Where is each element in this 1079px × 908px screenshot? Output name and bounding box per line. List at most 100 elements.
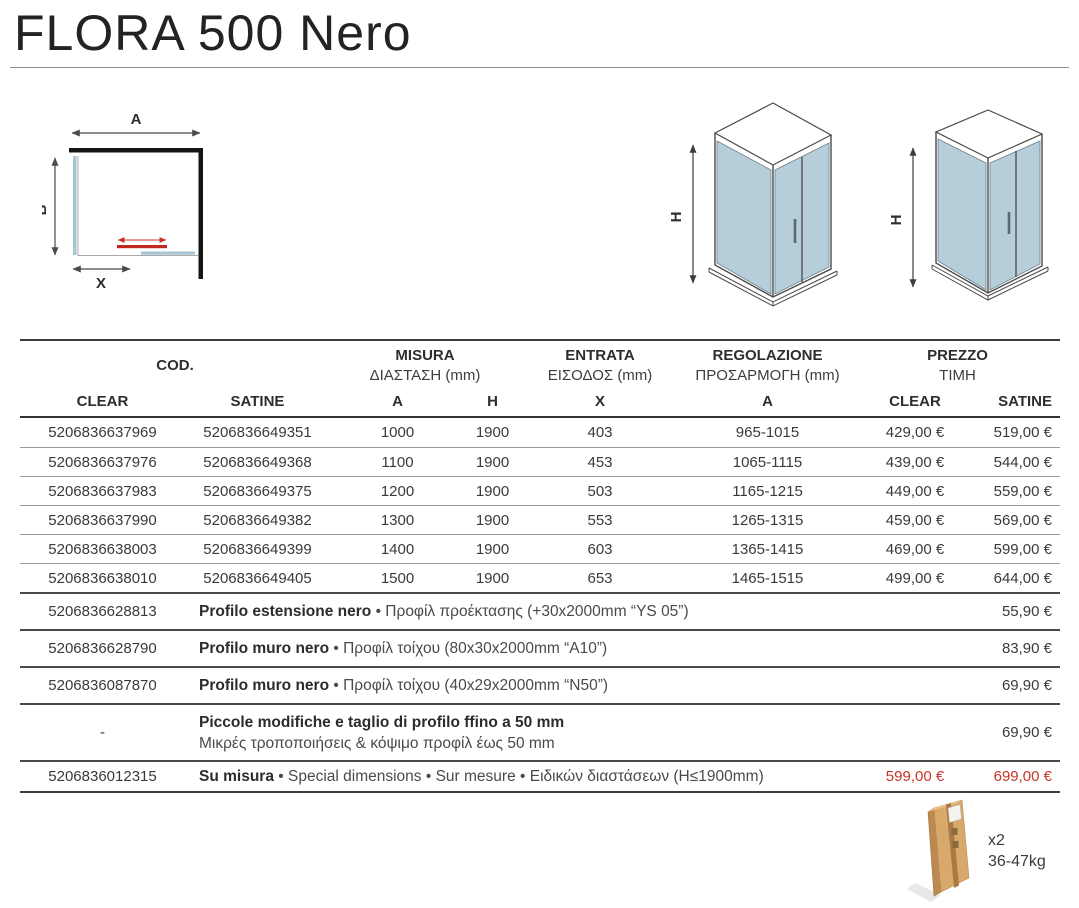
cell-price: 69,90 € — [1001, 677, 1052, 694]
custom-size-name: Su misura — [199, 767, 274, 785]
package-quantity: x2 — [988, 832, 1005, 849]
cell-price-satine: 544,00 € — [993, 453, 1052, 471]
cell-clear-code: 5206836637983 — [48, 482, 157, 500]
cell-satine-code: 5206836649405 — [203, 569, 312, 587]
custom-size-row: 5206836012315 Su misura • Special dimens… — [20, 760, 1060, 793]
shower-tray — [931, 264, 1049, 301]
cell-regulation: 1065-1115 — [732, 453, 803, 471]
cell-code: 5206836012315 — [48, 768, 157, 785]
pricing-table: COD. MISURA ΔΙΑΣΤΑΣΗ (mm) ENTRATA ΕΙΣΟΔΟ… — [20, 339, 1060, 793]
header-misura: MISURA ΔΙΑΣΤΑΣΗ (mm) — [369, 347, 481, 384]
cell-clear-code: 5206836637969 — [48, 424, 157, 441]
dimension-label-h-left: H — [668, 212, 685, 223]
cell-price: 83,90 € — [1001, 640, 1052, 657]
package-mark-2 — [952, 841, 959, 848]
left-glass-panel — [716, 140, 772, 295]
plan-top-wall — [69, 148, 203, 153]
cell-a: 1000 — [380, 424, 415, 441]
cell-price-satine: 699,00 € — [993, 768, 1052, 785]
col-clear-code: CLEAR — [76, 393, 129, 410]
accessory-name: Profilo muro nero — [199, 676, 330, 694]
cell-description: Su misura • Special dimensions • Sur mes… — [185, 768, 855, 786]
accessory-name: Profilo muro nero — [199, 639, 330, 657]
front-glass-panel — [989, 140, 1041, 291]
iso-enclosure-left-diagram: H — [668, 102, 838, 307]
accessory-row: 5206836087870 Profilo muro nero • Προφίλ… — [20, 666, 1060, 703]
dimension-label-b: B — [42, 204, 50, 215]
cell-price-clear: 439,00 € — [885, 453, 945, 471]
cell-satine-code: 5206836649375 — [203, 482, 312, 500]
col-a: A — [392, 393, 403, 410]
plan-view-diagram: A B X — [42, 111, 203, 292]
cell-description: Profilo muro nero • Προφίλ τοίχου (40x29… — [185, 677, 855, 695]
cell-h: 1900 — [475, 482, 510, 500]
package-top-edge — [928, 800, 962, 812]
frame-edges — [935, 132, 1043, 294]
cell-description: Profilo estensione nero • Προφίλ προέκτα… — [185, 603, 855, 621]
cell-x: 403 — [587, 424, 613, 441]
cell-price-satine: 519,00 € — [993, 424, 1052, 441]
modifications-row: - Piccole modifiche e taglio di profilo … — [20, 703, 1060, 760]
cell-price-satine: 599,00 € — [993, 540, 1052, 558]
cell-h: 1900 — [475, 540, 510, 558]
package-shadow — [907, 883, 941, 902]
cell-regulation: 965-1015 — [735, 424, 800, 441]
cell-code: 5206836628813 — [48, 603, 157, 620]
cell-regulation: 1165-1215 — [732, 482, 803, 500]
cell-clear-code: 5206836637976 — [48, 453, 157, 471]
accessory-row: 5206836628790 Profilo muro nero • Προφίλ… — [20, 629, 1060, 666]
modifications-line1: Piccole modifiche e taglio di profilo ff… — [199, 713, 565, 731]
package-weight: 36-47kg — [988, 853, 1046, 870]
dimension-label-x: X — [96, 275, 106, 292]
cell-a: 1300 — [380, 511, 415, 529]
cell-regulation: 1465-1515 — [731, 569, 804, 587]
cell-description: Profilo muro nero • Προφίλ τοίχου (80x30… — [185, 640, 855, 658]
table-column-header: CLEAR SATINE A H X A CLEAR SATINE — [20, 389, 1060, 418]
plan-bottom-glass-panel — [141, 251, 195, 255]
cell-satine-code: 5206836649382 — [203, 511, 312, 529]
accessory-detail: • Προφίλ προέκτασης (+30x2000mm “YS 05”) — [371, 602, 689, 620]
header-entrata: ENTRATA ΕΙΣΟΔΟΣ (mm) — [547, 347, 653, 384]
package-mark-1 — [951, 828, 958, 835]
cell-h: 1900 — [475, 453, 510, 471]
plan-sliding-door — [117, 245, 167, 249]
page-title: FLORA 500 Nero — [14, 5, 412, 61]
accessory-row: 5206836628813 Profilo estensione nero • … — [20, 592, 1060, 629]
cell-code: - — [100, 724, 105, 741]
cell-price-satine: 559,00 € — [993, 482, 1052, 500]
package-icon — [907, 799, 970, 902]
cell-clear-code: 5206836637990 — [48, 511, 157, 529]
dimension-label-a: A — [131, 111, 142, 128]
package-label — [947, 804, 962, 823]
col-price-satine: SATINE — [998, 393, 1052, 410]
enclosure-box-right — [931, 109, 1049, 301]
title-divider — [10, 67, 1069, 68]
cell-h: 1900 — [475, 511, 510, 529]
cell-price-clear: 599,00 € — [885, 768, 945, 785]
header-cod: COD. — [156, 357, 194, 374]
table-row: 5206836638010 5206836649405 1500 1900 65… — [20, 563, 1060, 592]
cell-satine-code: 5206836649351 — [203, 424, 312, 441]
table-row: 5206836638003 5206836649399 1400 1900 60… — [20, 534, 1060, 563]
modifications-line2: Μικρές τροποποιήσεις & κόψιμο προφίλ έως… — [199, 734, 555, 752]
cell-regulation: 1365-1415 — [731, 540, 804, 558]
col-reg-a: A — [762, 393, 773, 410]
cell-x: 553 — [587, 511, 613, 529]
cell-price-clear: 459,00 € — [885, 511, 945, 529]
cell-x: 603 — [587, 540, 613, 558]
col-h: H — [487, 393, 498, 410]
table-row: 5206836637983 5206836649375 1200 1900 50… — [20, 476, 1060, 505]
left-glass-panel — [937, 138, 987, 291]
cell-price-satine: 569,00 € — [993, 511, 1052, 529]
cell-code: 5206836087870 — [48, 677, 157, 694]
cell-price: 55,90 € — [1001, 603, 1052, 620]
plan-inner-outline — [77, 156, 198, 256]
cell-code: 5206836628790 — [48, 640, 157, 657]
accessory-detail: • Προφίλ τοίχου (40x29x2000mm “N50”) — [329, 676, 609, 694]
cell-clear-code: 5206836638010 — [48, 569, 157, 587]
cell-price-clear: 499,00 € — [885, 569, 945, 587]
col-satine-code: SATINE — [230, 393, 285, 410]
custom-size-detail: • Special dimensions • Sur mesure • Ειδι… — [273, 767, 764, 785]
header-regolazione: REGOLAZIONE ΠΡΟΣΑΡΜΟΓΗ (mm) — [695, 347, 840, 384]
enclosure-box-left — [708, 102, 838, 307]
